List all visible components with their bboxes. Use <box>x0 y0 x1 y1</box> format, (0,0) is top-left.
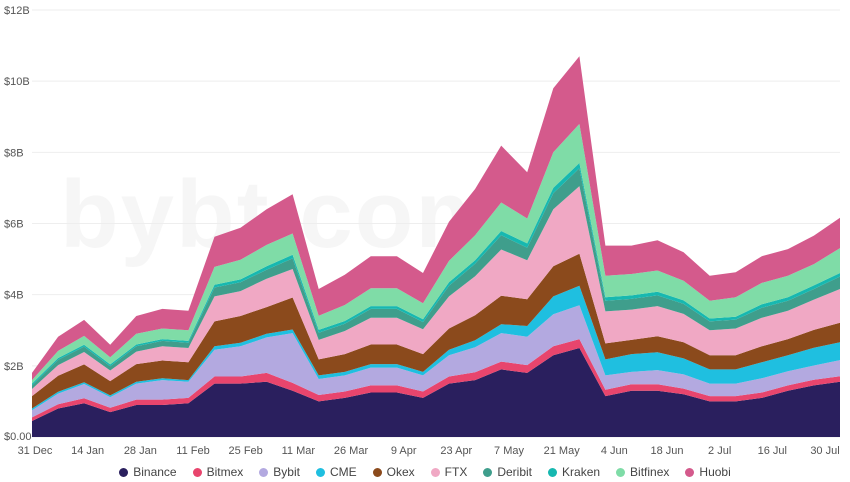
legend-label: Binance <box>133 465 177 479</box>
legend-item-bitfinex[interactable]: Bitfinex <box>616 465 669 479</box>
legend-swatch <box>548 467 558 477</box>
x-axis-ticks: 31 Dec 14 Jan 28 Jan 11 Feb 25 Feb 11 Mar 26 M… <box>18 445 840 457</box>
legend-label: Bitfinex <box>630 465 670 479</box>
legend-label: Kraken <box>562 465 601 479</box>
x-tick-label: 28 Jan <box>124 445 157 457</box>
x-tick-label: 7 May <box>494 445 524 457</box>
x-tick-label: 2 Jul <box>708 445 731 457</box>
y-tick-label: $8B <box>4 147 24 159</box>
legend-swatch <box>430 467 440 477</box>
legend-label: Bybit <box>273 465 300 479</box>
legend-item-deribit[interactable]: Deribit <box>483 465 532 479</box>
legend-item-bitmex[interactable]: Bitmex <box>192 465 244 479</box>
area-deribit <box>32 168 840 389</box>
legend-swatch <box>616 467 626 477</box>
y-tick-label: $10B <box>4 76 30 88</box>
legend-item-ftx[interactable]: FTX <box>430 465 468 479</box>
legend-label: Huobi <box>699 465 731 479</box>
legend: Binance Bitmex Bybit CME Okex FTX Deribit Krake… <box>0 462 850 482</box>
x-tick-label: 11 Feb <box>176 445 209 457</box>
legend-label: FTX <box>444 465 468 479</box>
x-tick-label: 4 Jun <box>601 445 628 457</box>
legend-label: Okex <box>386 465 415 479</box>
legend-item-cme[interactable]: CME <box>315 465 357 479</box>
y-tick-label: $12B <box>4 5 30 17</box>
y-axis-ticks: $0.00 $2B $4B $6B $8B $10B $12B <box>4 5 32 443</box>
legend-item-bybit[interactable]: Bybit <box>259 465 300 479</box>
legend-swatch <box>192 467 202 477</box>
legend-swatch <box>119 467 129 477</box>
legend-swatch <box>483 467 493 477</box>
x-tick-label: 11 Mar <box>282 445 316 457</box>
legend-label: Bitmex <box>206 465 244 479</box>
legend-swatch <box>259 467 269 477</box>
legend-swatch <box>315 467 325 477</box>
area-binance <box>32 348 840 437</box>
area-kraken <box>32 163 840 386</box>
y-tick-label: $0.00 <box>4 431 32 443</box>
x-tick-label: 18 Jun <box>650 445 683 457</box>
x-tick-label: 23 Apr <box>440 445 472 457</box>
x-tick-label: 25 Feb <box>229 445 263 457</box>
area-huobi <box>32 56 840 381</box>
y-tick-label: $2B <box>4 361 24 373</box>
y-tick-label: $6B <box>4 219 24 231</box>
legend-swatch <box>685 467 695 477</box>
x-tick-label: 30 Jul <box>810 445 839 457</box>
area-bitfinex <box>32 123 840 384</box>
x-tick-label: 14 Jan <box>71 445 104 457</box>
legend-item-huobi[interactable]: Huobi <box>685 465 731 479</box>
y-tick-label: $4B <box>4 290 24 302</box>
legend-item-kraken[interactable]: Kraken <box>548 465 600 479</box>
x-tick-label: 31 Dec <box>18 445 53 457</box>
area-ftx <box>32 186 840 397</box>
area-series-group <box>32 56 840 437</box>
area-bybit <box>32 305 840 418</box>
legend-label: CME <box>329 465 357 479</box>
area-okex <box>32 253 840 409</box>
x-tick-label: 21 May <box>544 445 581 457</box>
legend-swatch <box>372 467 382 477</box>
x-tick-label: 9 Apr <box>391 445 417 457</box>
legend-item-binance[interactable]: Binance <box>119 465 177 479</box>
legend-item-okex[interactable]: Okex <box>372 465 415 479</box>
x-tick-label: 26 Mar <box>334 445 369 457</box>
x-tick-label: 16 Jul <box>758 445 787 457</box>
legend-label: Deribit <box>497 465 533 479</box>
